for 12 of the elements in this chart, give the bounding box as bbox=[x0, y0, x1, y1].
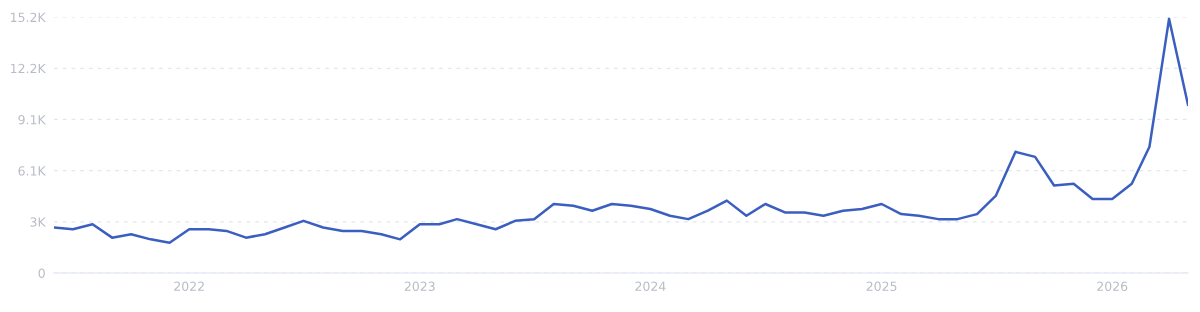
y-tick-label: 12.2K bbox=[11, 63, 46, 74]
x-tick-label: 2025 bbox=[866, 281, 897, 292]
x-tick-label: 2024 bbox=[635, 281, 666, 292]
x-tick-label: 2022 bbox=[174, 281, 204, 292]
y-tick-label: 15.2K bbox=[11, 12, 46, 23]
y-tick-label: 9.1K bbox=[18, 114, 46, 125]
y-tick-label: 3K bbox=[30, 217, 46, 227]
y-tick-label: 6.1K bbox=[18, 166, 46, 176]
x-tick-label: 2026 bbox=[1097, 281, 1128, 292]
y-tick-label: 0 bbox=[38, 268, 45, 278]
line-series bbox=[54, 17, 1188, 244]
x-tick-label: 2023 bbox=[404, 281, 435, 292]
